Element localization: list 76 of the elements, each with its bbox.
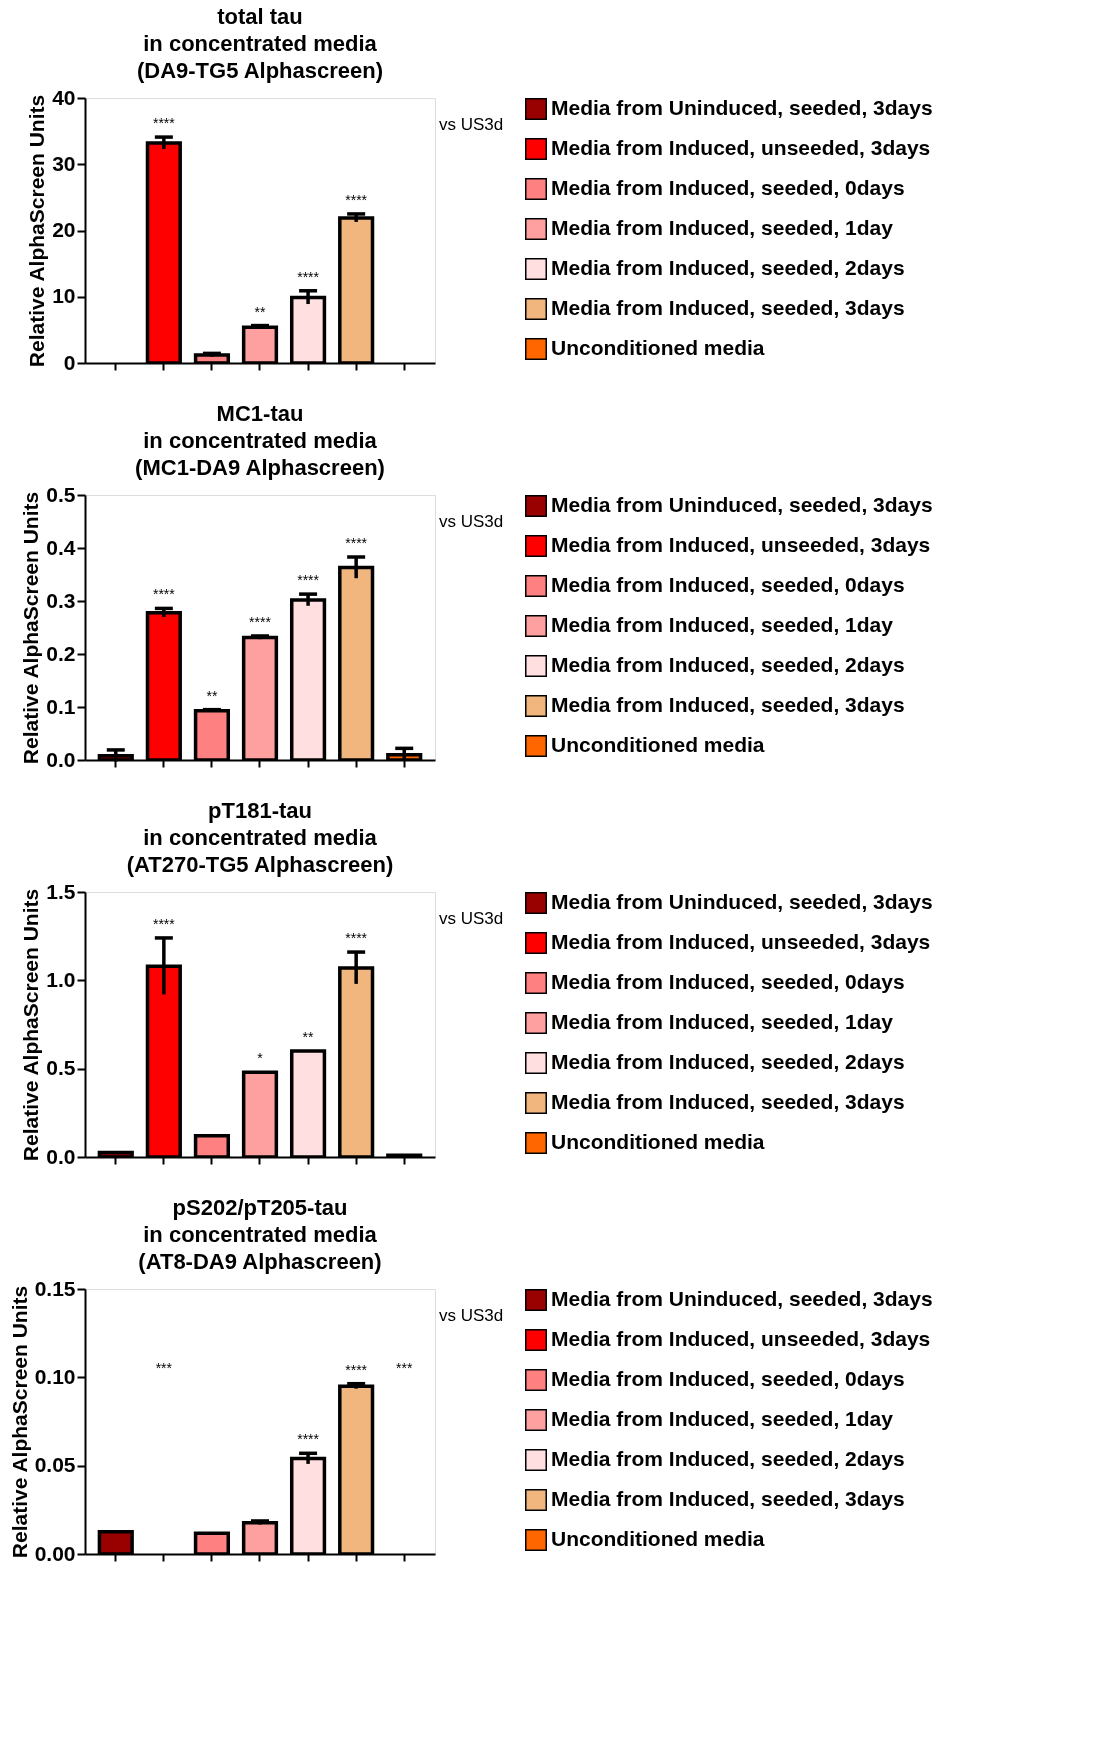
legend-label: Media from Induced, seeded, 2days — [551, 653, 905, 676]
data-label: **** — [249, 613, 272, 630]
text: vs US3d — [439, 114, 504, 134]
y-tick-label: 0.5 — [46, 482, 76, 506]
legend-label: Media from Induced, seeded, 1day — [551, 1407, 894, 1430]
y-axis-title: Relative AlphaScreen Units — [25, 94, 49, 368]
legend-label: Media from Induced, unseeded, 3days — [551, 930, 931, 953]
y-tick-label: 0.0 — [46, 1144, 76, 1168]
y-tick-label: 20 — [52, 218, 76, 241]
legend-label: Media from Uninduced, seeded, 3days — [551, 96, 933, 119]
y-tick-label: 40 — [52, 85, 76, 109]
text: *** — [155, 1359, 173, 1376]
chart-title: pT181-tau in concentrated media (AT270-TG5 Alphascreen) — [126, 798, 394, 877]
legend-label: Media from Induced, unseeded, 3days — [551, 136, 931, 159]
chart-title: pS202/pT205-tau in concentrated media (AT8-DA9 Alphascreen) — [138, 1195, 382, 1274]
y-tick-label: 0.00 — [34, 1541, 76, 1565]
data-label: **** — [152, 115, 176, 132]
legend-label: Unconditioned media — [551, 1527, 765, 1550]
legend-label: Unconditioned media — [551, 1130, 765, 1153]
legend-label: Media from Induced, seeded, 2days — [551, 256, 905, 279]
y-tick-label: 0.2 — [46, 641, 76, 665]
y-tick-label: 0.05 — [34, 1453, 76, 1477]
data-label: **** — [345, 191, 368, 208]
chart-title: MC1-tau in concentrated media (MC1-DA9 Alphascreen) — [135, 401, 385, 480]
data-label: **** — [152, 586, 176, 603]
data-label: **** — [297, 268, 320, 285]
text: vs US3d — [439, 1305, 504, 1325]
legend-label: Media from Induced, seeded, 0days — [551, 573, 905, 596]
y-tick-label: 10 — [52, 284, 76, 308]
legend-label: Media from Uninduced, seeded, 3days — [551, 890, 933, 913]
data-label: ** — [302, 1029, 315, 1045]
y-tick-label: 0.3 — [46, 588, 76, 612]
text: vs US3d — [439, 511, 504, 531]
legend-label: Unconditioned media — [551, 733, 765, 756]
data-label: **** — [345, 930, 368, 947]
y-tick-label: 1.5 — [46, 879, 76, 903]
data-label: * — [257, 1050, 264, 1067]
legend-label: Media from Induced, seeded, 2days — [551, 1447, 905, 1470]
text: vs US3d — [439, 908, 504, 928]
data-label: **** — [297, 1431, 320, 1448]
y-tick-label: 0.4 — [46, 535, 76, 559]
legend-label: Unconditioned media — [551, 336, 765, 359]
y-tick-label: 1.0 — [46, 967, 76, 991]
data-label: ** — [254, 303, 266, 320]
data-label: **** — [345, 1361, 368, 1378]
legend-label: Media from Induced, seeded, 0days — [551, 1367, 905, 1390]
legend-label: Media from Uninduced, seeded, 3days — [551, 1287, 933, 1310]
legend-label: Media from Induced, unseeded, 3days — [551, 1327, 931, 1350]
y-tick-label: 0.0 — [46, 747, 76, 771]
y-tick-label: 0.10 — [34, 1364, 76, 1388]
legend-label: Media from Uninduced, seeded, 3days — [551, 493, 933, 516]
y-tick-label: 0.1 — [46, 694, 76, 718]
y-tick-label: 0.5 — [46, 1056, 76, 1080]
text: *** — [396, 1359, 413, 1376]
legend-label: Media from Induced, seeded, 0days — [551, 176, 905, 199]
y-tick-label: 30 — [52, 151, 76, 175]
legend-label: Media from Induced, seeded, 3days — [551, 693, 905, 716]
legend-label: Media from Induced, seeded, 3days — [551, 1487, 905, 1510]
y-tick-label: 0 — [63, 350, 76, 374]
legend-label: Media from Induced, seeded, 3days — [551, 296, 905, 319]
legend-label: Media from Induced, seeded, 3days — [551, 1090, 905, 1113]
data-label: ** — [206, 687, 218, 704]
data-label: **** — [345, 535, 368, 552]
chart-title: total tau in concentrated media (DA9-TG5 Alphascreen) — [136, 4, 384, 83]
legend-label: Media from Induced, seeded, 1day — [551, 216, 894, 239]
legend-label: Media from Induced, unseeded, 3days — [551, 533, 931, 556]
data-label: **** — [152, 915, 176, 932]
y-axis-title: Relative AlphaScreen Units — [19, 491, 43, 765]
legend-label: Media from Induced, seeded, 0days — [551, 970, 905, 993]
legend-label: Media from Induced, seeded, 1day — [551, 613, 894, 636]
data-label: **** — [297, 572, 320, 589]
legend-label: Media from Induced, seeded, 2days — [551, 1050, 905, 1073]
y-tick-label: 0.15 — [34, 1276, 76, 1300]
legend-label: Media from Induced, seeded, 1day — [551, 1010, 894, 1033]
y-axis-title: Relative AlphaScreen Units — [7, 1285, 31, 1559]
y-axis-title: Relative AlphaScreen Units — [19, 888, 43, 1162]
